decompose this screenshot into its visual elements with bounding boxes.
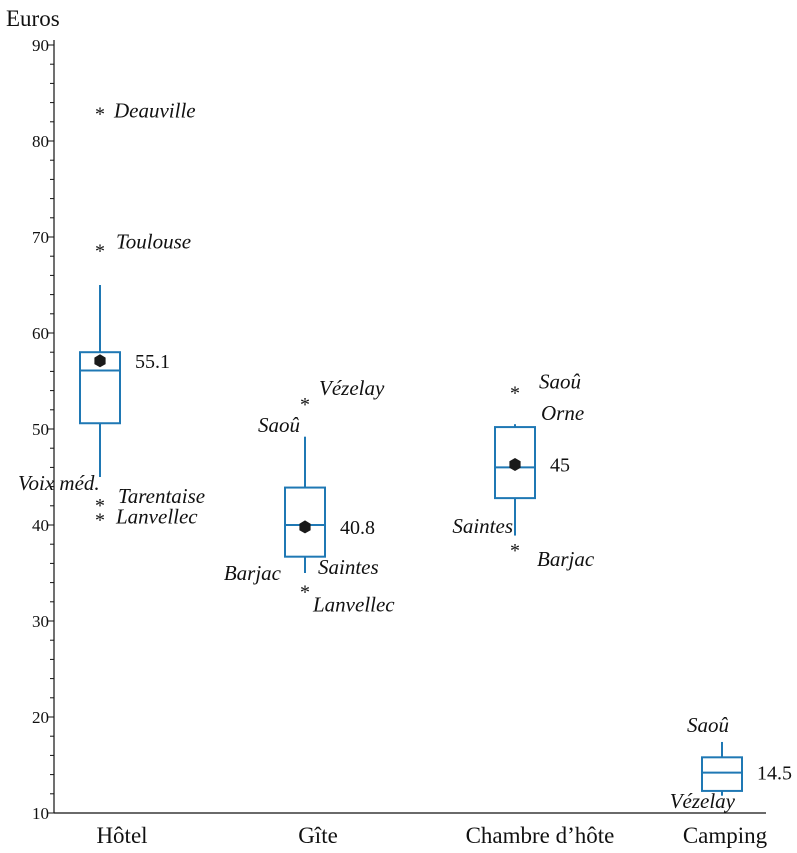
y-axis-ticks: 10 20 30 40 50 60 70 80 90 [32, 36, 54, 823]
mean-marker [299, 520, 311, 534]
outlier-label: Vézelay [319, 376, 385, 400]
y-tick-label: 30 [32, 612, 49, 631]
outlier-marker: * [300, 581, 310, 603]
mean-marker [509, 458, 521, 471]
outlier-marker: * [95, 241, 105, 263]
x-tick-label: Hôtel [96, 823, 147, 848]
box-iqr [284, 486, 326, 558]
outlier-marker: * [510, 383, 520, 405]
annotation-label: Saoû [687, 713, 729, 737]
outlier-label: Saoû [539, 370, 581, 394]
outlier-marker: * [300, 394, 310, 416]
y-tick-label: 40 [32, 516, 49, 535]
y-tick-label: 60 [32, 324, 49, 343]
annotation-label: Saintes [452, 514, 513, 538]
outlier-marker: * [95, 103, 105, 125]
y-tick-label: 50 [32, 420, 49, 439]
mean-label: 40.8 [340, 517, 375, 539]
annotation-label: Barjac [224, 561, 282, 585]
y-axis-label: Euros [6, 6, 60, 31]
outlier-label: Lanvellec [312, 592, 395, 616]
outlier-label: Tarentaise [118, 484, 205, 508]
outlier-marker: * [95, 509, 105, 531]
mean-label: 55.1 [135, 351, 170, 373]
x-tick-label: Chambre d’hôte [466, 823, 615, 848]
x-axis-tick-labels: Hôtel Gîte Chambre d’hôte Camping [96, 823, 767, 848]
y-tick-label: 80 [32, 132, 49, 151]
annotation-label: Saintes [318, 555, 379, 579]
box-3: 14.5 Saoû Vézelay [670, 713, 792, 813]
box-2: 45 * Saoû * Barjac Orne Saintes [452, 370, 595, 571]
annotation-label: Vézelay [670, 789, 736, 813]
outlier-marker: * [510, 540, 520, 562]
mean-label: 45 [550, 455, 570, 477]
mean-label: 14.5 [757, 763, 792, 785]
annotation-label: Orne [541, 401, 584, 425]
annotation-label: Voix méd. [18, 471, 100, 495]
outlier-label: Deauville [113, 98, 196, 122]
outlier-marker: * [95, 495, 105, 517]
outlier-label: Barjac [537, 547, 595, 571]
x-tick-label: Camping [683, 823, 768, 848]
box-iqr [494, 426, 536, 500]
y-tick-label: 70 [32, 228, 49, 247]
boxes-group: 55.1* Deauville* Toulouse* Tarentaise* Lanve… [18, 98, 792, 813]
annotation-label: Saoû [258, 413, 300, 437]
x-tick-label: Gîte [298, 823, 338, 848]
y-tick-label: 10 [32, 804, 49, 823]
y-tick-label: 90 [32, 36, 49, 55]
box-iqr [79, 351, 121, 425]
box-iqr [701, 756, 743, 792]
outlier-label: Lanvellec [115, 504, 198, 528]
y-tick-label: 20 [32, 708, 49, 727]
box-0: 55.1 * Deauville * Toulouse * Tarentaise * Lanve… [18, 98, 205, 531]
mean-marker [94, 354, 106, 368]
outlier-label: Toulouse [116, 230, 191, 254]
